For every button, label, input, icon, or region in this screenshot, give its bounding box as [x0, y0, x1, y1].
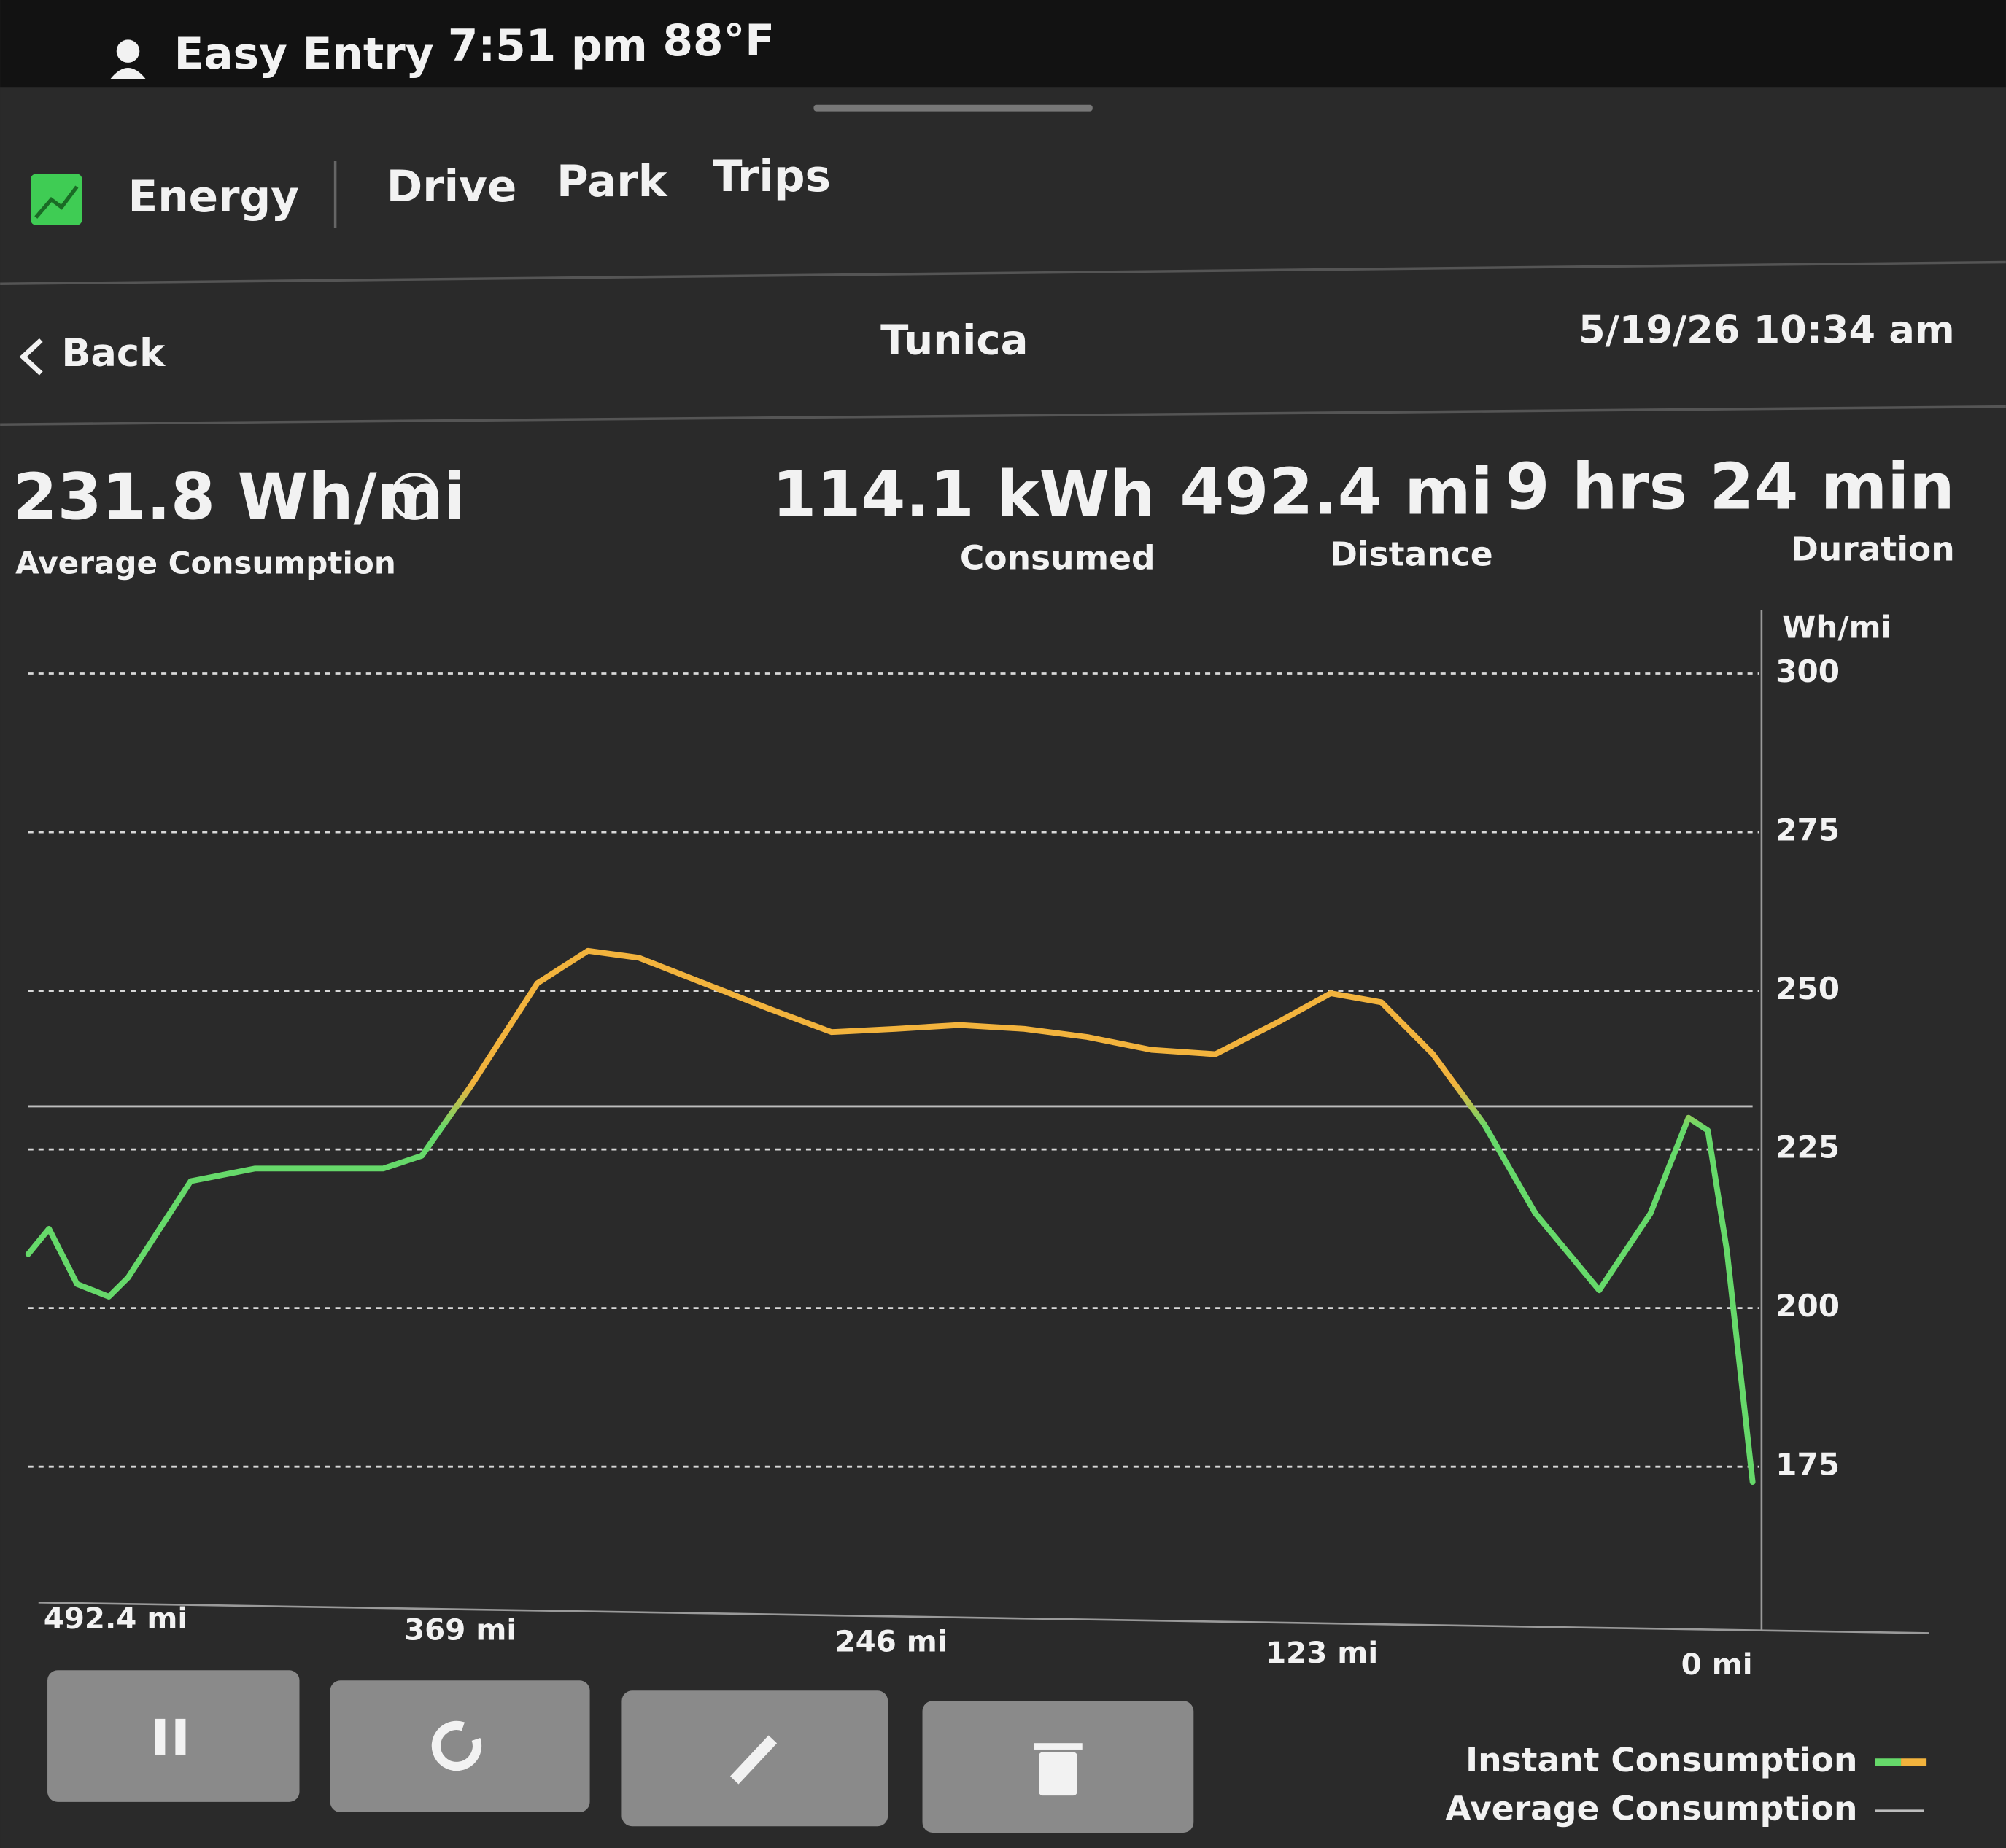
separator [0, 260, 2006, 286]
x-axis [38, 1601, 1929, 1634]
legend-label: Instant Consumption [1465, 1741, 1857, 1779]
tab[interactable]: Drive [387, 162, 517, 212]
stat-label: Duration [1791, 529, 1955, 568]
x-tick-label: 246 mi [835, 1624, 948, 1658]
stat-label: Average Consumption [15, 546, 396, 581]
profile-icon-body [109, 67, 147, 79]
y-tick-label: 175 [1775, 1447, 1840, 1483]
drag-handle[interactable] [813, 104, 1093, 112]
y-tick-label: 275 [1775, 812, 1840, 848]
y-tick-label: 200 [1775, 1288, 1840, 1324]
trash-icon [1039, 1752, 1077, 1796]
energy-icon-line [34, 185, 79, 219]
stat-label: Distance [1330, 535, 1493, 573]
y-tick-label: 300 [1775, 653, 1840, 689]
y-tick-label: 250 [1775, 971, 1840, 1006]
clock: 7:51 pm [448, 21, 648, 71]
y-axis-label: Wh/mi [1782, 609, 1891, 645]
pause-button[interactable] [47, 1670, 300, 1802]
temperature: 88°F [663, 16, 775, 66]
x-tick-label: 369 mi [404, 1613, 516, 1647]
x-tick-label: 123 mi [1266, 1636, 1378, 1670]
trash-icon-lid [1034, 1743, 1083, 1750]
x-tick-label: 492.4 mi [44, 1602, 187, 1636]
x-tick-label: 0 mi [1681, 1647, 1753, 1682]
separator [0, 405, 2006, 426]
stat-value: 231.8 Wh/mi [13, 459, 465, 534]
back-chevron[interactable] [19, 338, 43, 376]
y-tick-label: 225 [1775, 1130, 1840, 1165]
stat-value: 492.4 mi [1180, 454, 1492, 529]
reset-icon [431, 1720, 482, 1771]
info-icon[interactable] [390, 472, 438, 520]
profile-icon[interactable] [116, 39, 140, 63]
chart: Wh/mi 175 200 225 250 275 300 492.4 mi 369 mi 24… [25, 609, 1929, 1828]
tab[interactable]: Park [557, 157, 668, 207]
back-button[interactable]: Back [61, 331, 166, 376]
instant-consumption-line [25, 947, 1756, 1486]
pause-icon [155, 1718, 166, 1755]
pause-icon [175, 1718, 186, 1755]
reset-button[interactable] [330, 1680, 590, 1812]
tab[interactable]: Trips [713, 152, 831, 202]
stat-value: 9 hrs 24 min [1505, 449, 1954, 524]
edit-icon [729, 1735, 778, 1785]
trip-date: 5/19/26 10:34 am [1579, 308, 1955, 353]
profile-name[interactable]: Easy Entry [174, 29, 434, 79]
stat-label: Consumed [960, 539, 1155, 578]
stat-value: 114.1 kWh [772, 457, 1155, 532]
status-bar [0, 0, 2006, 88]
energy-icon [31, 174, 82, 225]
legend-label: Average Consumption [1445, 1790, 1857, 1828]
tab[interactable]: Energy [128, 172, 300, 222]
trip-title: Tunica [880, 317, 1028, 365]
